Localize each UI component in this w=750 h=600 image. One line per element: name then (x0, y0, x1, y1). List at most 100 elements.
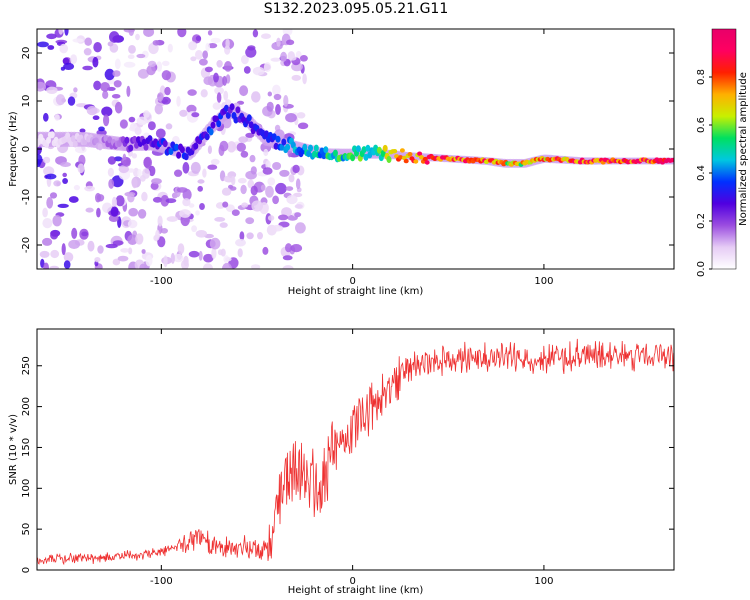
noise-blob (222, 262, 232, 269)
x-tick-label-top: -100 (150, 276, 173, 287)
noise-blob (131, 177, 138, 189)
noise-blob (108, 178, 115, 189)
noise-blob (107, 156, 116, 165)
ridge-cell (392, 149, 398, 154)
noise-blob (40, 258, 45, 268)
noise-blob (188, 203, 195, 208)
noise-blob (128, 45, 136, 54)
ridge-cell (306, 150, 312, 158)
ridge-cell (183, 153, 189, 161)
noise-blob (251, 200, 263, 212)
noise-blob (119, 119, 128, 129)
ridge-cell (233, 116, 239, 124)
noise-blob (216, 92, 222, 103)
noise-blob (73, 87, 78, 93)
noise-blob (62, 57, 70, 65)
noise-blob (78, 154, 86, 166)
noise-blob (98, 126, 105, 132)
noise-blob (139, 263, 147, 269)
noise-blob (279, 169, 290, 177)
noise-blob (50, 230, 59, 240)
noise-blob (210, 37, 221, 44)
ridge-cell (279, 143, 285, 151)
noise-blob (199, 203, 205, 210)
noise-blob (170, 252, 175, 264)
noise-blob (84, 37, 92, 46)
noise-blob (102, 202, 113, 214)
noise-blob (96, 207, 101, 218)
y-tick-label-bottom: 250 (21, 356, 32, 375)
noise-blob (137, 209, 147, 219)
noise-blob (202, 168, 207, 178)
noise-blob (202, 50, 208, 59)
noise-blob (231, 175, 236, 186)
noise-blob (95, 192, 101, 203)
noise-blob (145, 254, 153, 267)
noise-blob (77, 163, 85, 174)
noise-blob (224, 61, 232, 72)
ridge-cell (386, 156, 392, 163)
noise-blob (127, 168, 135, 173)
noise-blob (179, 109, 188, 117)
y-tick-label-bottom: 100 (21, 479, 32, 498)
noise-blob (63, 62, 75, 70)
ridge-cell (143, 143, 149, 151)
noise-blob (181, 259, 189, 269)
noise-blob (225, 38, 230, 49)
noise-blob (177, 243, 185, 255)
noise-blob (182, 162, 190, 174)
ridge-cell (176, 151, 182, 159)
noise-blob (85, 207, 94, 213)
noise-blob (214, 217, 226, 222)
noise-blob (163, 255, 168, 268)
ridge-cell (419, 155, 424, 160)
noise-blob (165, 123, 173, 130)
noise-blob (127, 54, 135, 59)
noise-blob (42, 207, 48, 218)
noise-blob (113, 80, 122, 88)
noise-blob (141, 249, 146, 254)
noise-blob (43, 112, 49, 122)
noise-blob (262, 246, 269, 255)
noise-blob (276, 37, 281, 47)
colorbar-tick-label: 0.2 (696, 213, 707, 229)
noise-blob (272, 195, 279, 205)
y-axis-label-bottom: SNR (10 * v/v) (8, 414, 19, 485)
noise-blob (225, 257, 232, 262)
ridge-cell (273, 142, 279, 150)
ridge-cell (417, 151, 423, 156)
noise-blob (86, 105, 98, 116)
ridge-cell (407, 152, 413, 157)
ridge-cell (264, 130, 269, 138)
noise-blob (199, 58, 208, 66)
noise-blob (262, 167, 273, 175)
noise-blob (271, 224, 284, 232)
ridge-cell (204, 133, 210, 141)
noise-blob (283, 95, 289, 107)
ridge-cell (72, 140, 78, 148)
noise-blob (131, 153, 137, 159)
noise-blob (231, 209, 240, 216)
noise-blob (43, 166, 55, 176)
ridge-cell (248, 121, 254, 129)
noise-blob (161, 96, 171, 105)
noise-blob (195, 50, 203, 60)
noise-blob (105, 243, 118, 249)
noise-blob (245, 46, 257, 58)
noise-blob (155, 128, 166, 139)
ridge-cell (134, 141, 139, 149)
y-tick-label-bottom: 50 (21, 523, 32, 536)
noise-blob (302, 73, 307, 85)
noise-blob (212, 102, 222, 110)
noise-blob (122, 159, 131, 167)
ridge-cell (49, 131, 55, 139)
noise-blob (143, 110, 150, 118)
y-tick-label-top: -10 (21, 189, 32, 205)
noise-blob (278, 214, 289, 221)
ridge-cell (235, 106, 241, 114)
noise-blob (275, 104, 281, 115)
noise-blob (249, 154, 256, 163)
noise-blob (112, 70, 121, 77)
noise-blob (272, 84, 281, 96)
